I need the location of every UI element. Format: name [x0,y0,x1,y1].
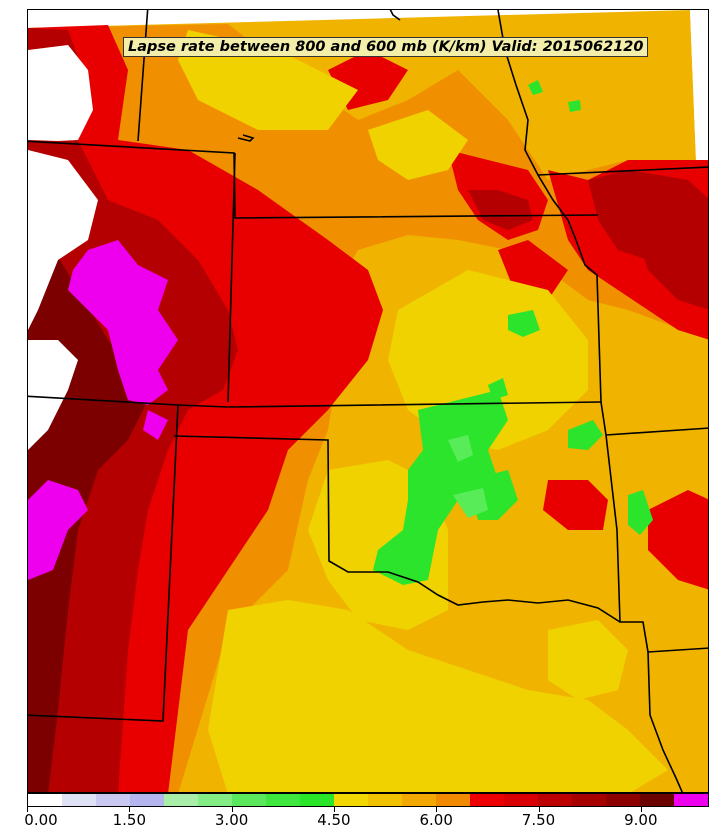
colorbar-segment [436,794,470,806]
colorbar-segment [640,794,674,806]
state-boundaries [28,10,708,792]
masked-terrain [28,340,78,450]
colorbar [27,793,709,807]
map-title: Lapse rate between 800 and 600 mb (K/km)… [123,37,649,57]
colorbar-tick-label: 9.00 [624,811,658,829]
colorbar-segment [402,794,436,806]
border-line [605,427,708,436]
colorbar-segment [504,794,538,806]
lapse-rate-contour [468,190,533,230]
colorbar-segment [232,794,266,806]
border-line [497,10,602,403]
lapse-rate-contour [548,620,628,700]
colorbar-segment [62,794,96,806]
lapse-rate-contour [508,310,540,337]
outside-domain [690,10,708,160]
lapse-rate-contour [628,210,708,310]
lapse-rate-contour [628,490,653,535]
colorbar-segment [470,794,504,806]
border-line [237,134,255,142]
colorbar-tick-label: 0.00 [24,811,58,829]
colorbar-tick [333,807,335,812]
colorbar-segment [300,794,334,806]
colorbar-tick-label: 3.00 [214,811,249,829]
colorbar-tick [436,807,438,812]
colorbar-tick [640,807,642,812]
colorbar-tick [231,807,233,812]
lapse-rate-contour [448,435,473,462]
lapse-rate-contour [373,390,508,585]
border-line [647,647,708,653]
border-line [173,435,621,623]
colorbar-tick [538,807,540,812]
colorbar-tick-label: 1.50 [112,811,146,829]
colorbar-segment [130,794,164,806]
colorbar-tick [129,807,131,812]
colorbar-tick-label: 4.50 [317,811,351,829]
colorbar-tick-label: 7.50 [521,811,556,829]
colorbar-segment [606,794,640,806]
border-line [28,395,602,408]
lapse-rate-contour [528,80,543,95]
colorbar-segment [164,794,198,806]
lapse-rate-contour [648,490,708,590]
lapse-rate-contour [208,600,668,792]
colorbar-tick-label: 6.00 [419,811,453,829]
lapse-rate-contour [368,110,468,180]
lapse-rate-contour [28,480,88,580]
border-line [600,401,683,792]
border-line [537,166,708,176]
colorbar-tick [27,807,28,812]
lapse-rate-contour [143,410,168,440]
colorbar-ticks [27,807,709,815]
border-line [28,404,179,722]
map-panel: Lapse rate between 800 and 600 mb (K/km)… [27,9,709,793]
lapse-rate-contour [543,480,608,530]
lapse-rate-contour [258,660,378,740]
lapse-rate-contour [68,240,178,405]
lapse-rate-contour [488,378,508,400]
border-line [389,10,401,21]
colorbar-segment [28,794,62,806]
colorbar-segment [96,794,130,806]
colorbar-segment [538,794,572,806]
masked-terrain [28,150,98,330]
colorbar-segment [368,794,402,806]
lapse-rate-contour [568,420,603,450]
colorbar-segment [266,794,300,806]
lapse-rate-contour [568,100,581,112]
border-line [137,10,149,142]
masked-terrain [28,45,93,141]
colorbar-segment [334,794,368,806]
colorbar-segment [572,794,606,806]
colorbar-segment [674,794,708,806]
lapse-rate-contour [453,488,488,518]
colorbar-segment [198,794,232,806]
lapse-rate-map [28,10,708,792]
border-line [227,152,236,403]
